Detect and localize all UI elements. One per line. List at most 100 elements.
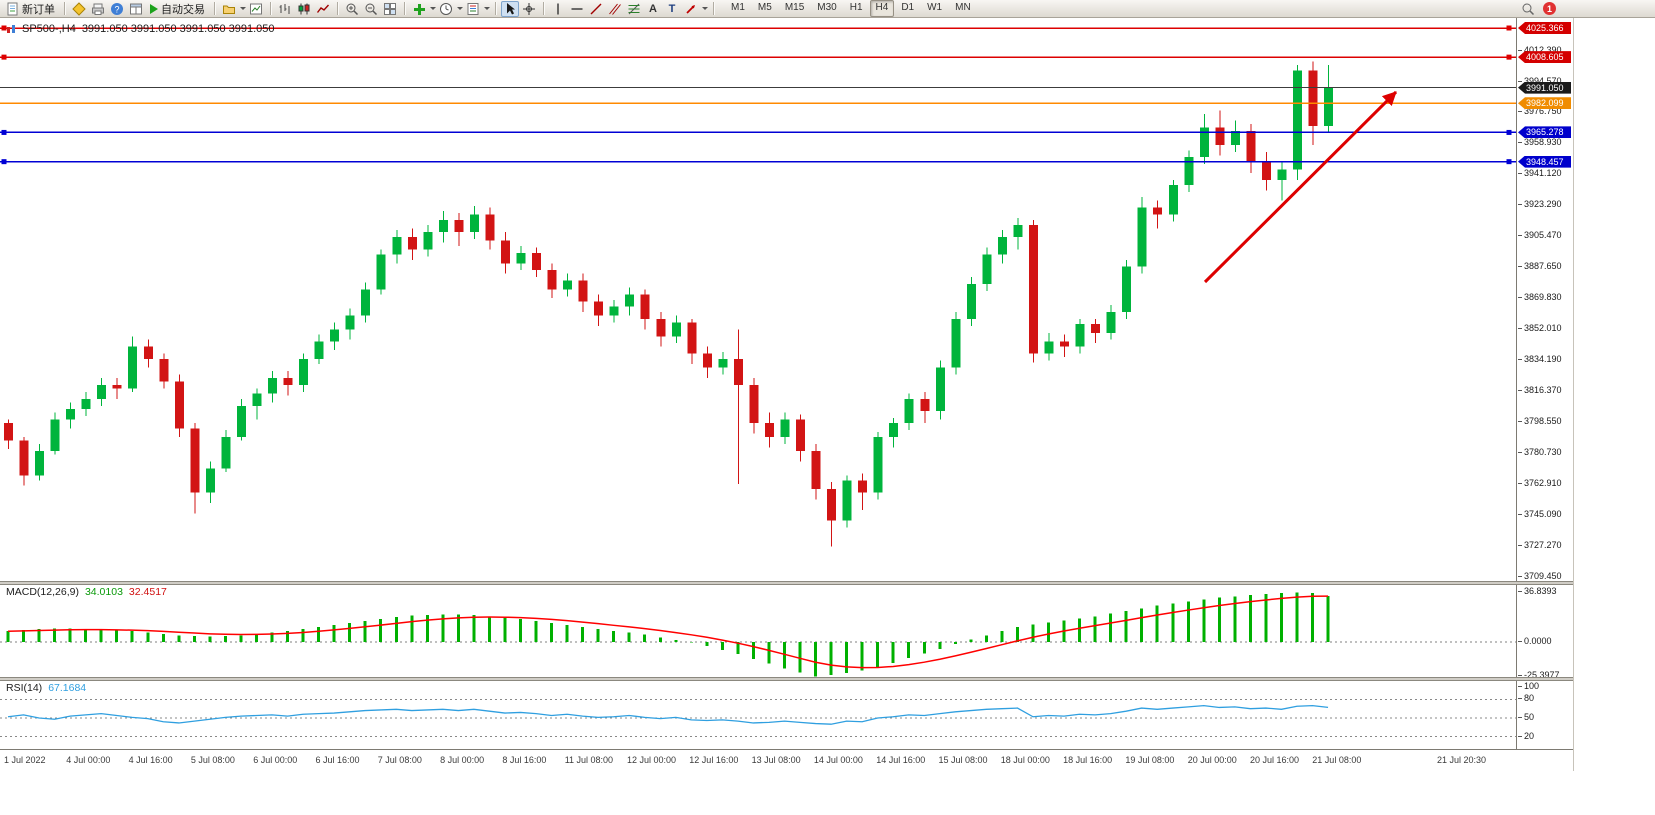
price-axis-label: 3834.190 <box>1518 354 1562 365</box>
metaeditor-icon[interactable] <box>70 1 88 17</box>
text-tool-icon[interactable]: A <box>644 1 662 17</box>
cursor-tool-icon[interactable] <box>501 0 519 17</box>
macd-axis-label: 0.0000 <box>1518 636 1552 646</box>
time-axis[interactable]: 1 Jul 2022 4 Jul 00:00 4 Jul 16:00 5 Jul 08… <box>0 749 1573 772</box>
price-axis-label: 3798.550 <box>1518 416 1562 427</box>
candle-body <box>796 419 806 451</box>
timeframe-button-H1[interactable]: H1 <box>849 2 863 13</box>
line-handle[interactable] <box>1506 159 1512 165</box>
pane-separator-macd[interactable] <box>0 581 1573 585</box>
candle-body <box>205 468 215 493</box>
candle-body <box>469 214 479 232</box>
rsi-value: 67.1684 <box>48 682 87 694</box>
timeframe-button-D1[interactable]: D1 <box>901 2 915 13</box>
candle-body <box>671 322 681 337</box>
timeframe-button-M1[interactable]: M1 <box>731 2 745 13</box>
timeframe-button-M5[interactable]: M5 <box>757 2 772 13</box>
autotrading-button[interactable]: 自动交易 <box>146 1 209 17</box>
indicators-caret-icon[interactable] <box>430 7 436 10</box>
autotrading-label: 自动交易 <box>161 3 205 16</box>
price-axis-label: 3780.730 <box>1518 447 1562 458</box>
notification-badge[interactable]: 1 <box>1543 2 1556 15</box>
candle-body <box>128 346 138 389</box>
periods-caret-icon[interactable] <box>457 7 463 10</box>
candle-body <box>1122 266 1132 312</box>
candle-body <box>842 480 852 521</box>
candlestick-chart-icon[interactable] <box>295 1 313 17</box>
candle-body <box>392 237 402 255</box>
time-label: 12 Jul 16:00 <box>689 755 739 765</box>
price-tag: 3948.457 <box>1518 155 1571 168</box>
toolbar-separator <box>713 2 714 15</box>
print-icon[interactable] <box>89 1 107 17</box>
chart-canvas[interactable] <box>0 0 1516 771</box>
rsi-axis-label: 80 <box>1517 693 1535 704</box>
new-chart-icon[interactable] <box>247 1 265 17</box>
arrows-tool-icon[interactable] <box>682 1 700 17</box>
crosshair-tool-icon[interactable] <box>520 1 538 17</box>
profiles-caret-icon[interactable] <box>240 7 246 10</box>
candle-body <box>904 398 914 424</box>
indicators-icon[interactable] <box>410 1 428 17</box>
label-tool-icon[interactable]: T <box>663 1 681 17</box>
candle-body <box>1277 169 1287 180</box>
toolbar-separator <box>337 2 338 15</box>
help-glyph: ? <box>114 4 119 14</box>
timeframe-toolbar: M1 M5 M15 M30 H1 H4 D1 W1 MN <box>725 0 977 17</box>
profiles-icon[interactable] <box>220 1 238 17</box>
periods-icon[interactable] <box>437 1 455 17</box>
zoom-out-icon[interactable] <box>362 1 380 17</box>
timeframe-button-M30[interactable]: M30 <box>817 2 837 13</box>
candle-body <box>951 318 961 368</box>
timeframe-button-MN[interactable]: MN <box>955 2 971 13</box>
tile-windows-icon[interactable] <box>381 1 399 17</box>
templates-icon[interactable] <box>464 1 482 17</box>
time-label: 20 Jul 00:00 <box>1187 755 1237 765</box>
label-tool-glyph: T <box>668 2 676 15</box>
timeframe-button-H4[interactable]: H4 <box>869 0 895 17</box>
candle-body <box>190 428 200 493</box>
time-label: 14 Jul 16:00 <box>876 755 926 765</box>
zoom-in-icon[interactable] <box>343 1 361 17</box>
vertical-line-tool-icon[interactable] <box>549 1 567 17</box>
search-icon[interactable] <box>1519 1 1537 17</box>
candle-body <box>500 240 510 264</box>
candle-body <box>1060 341 1070 347</box>
templates-caret-icon[interactable] <box>484 7 490 10</box>
time-label: 6 Jul 16:00 <box>315 755 360 765</box>
time-label: 6 Jul 00:00 <box>253 755 298 765</box>
candle-body <box>780 419 790 438</box>
candle-body <box>827 489 837 521</box>
data-window-icon[interactable] <box>127 1 145 17</box>
arrows-caret-icon[interactable] <box>702 7 708 10</box>
line-handle[interactable] <box>1506 129 1512 135</box>
trend-arrow-object[interactable] <box>1203 90 1398 284</box>
line-handle[interactable] <box>1 129 7 135</box>
line-handle[interactable] <box>1 159 7 165</box>
new-order-button[interactable]: 新订单 <box>3 1 59 17</box>
macd-signal-line <box>7 595 1329 669</box>
candle-body <box>1292 70 1302 170</box>
line-handle[interactable] <box>1 25 7 31</box>
fibonacci-tool-icon[interactable] <box>625 1 643 17</box>
new-order-label: 新订单 <box>22 3 55 16</box>
macd-name: MACD(12,26,9) <box>6 586 79 598</box>
price-scale[interactable]: 4012.390 3994.570 3976.750 3958.930 3941.120… <box>1516 0 1573 771</box>
candle-body <box>1230 131 1240 146</box>
text-tool-glyph: A <box>649 2 657 15</box>
timeframe-button-M15[interactable]: M15 <box>784 2 805 13</box>
candle-body <box>966 284 976 319</box>
rsi-label-overlay: RSI(14) 67.1684 <box>6 682 86 694</box>
line-chart-icon[interactable] <box>314 1 332 17</box>
line-handle[interactable] <box>1506 54 1512 60</box>
horizontal-line-tool-icon[interactable] <box>568 1 586 17</box>
timeframe-button-W1[interactable]: W1 <box>927 2 943 13</box>
channel-tool-icon[interactable] <box>606 1 624 17</box>
time-label: 14 Jul 00:00 <box>813 755 863 765</box>
trendline-tool-icon[interactable] <box>587 1 605 17</box>
bar-chart-icon[interactable] <box>276 1 294 17</box>
help-icon[interactable]: ? <box>108 1 126 17</box>
pane-separator-rsi[interactable] <box>0 677 1573 681</box>
line-handle[interactable] <box>1506 25 1512 31</box>
line-handle[interactable] <box>1 54 7 60</box>
